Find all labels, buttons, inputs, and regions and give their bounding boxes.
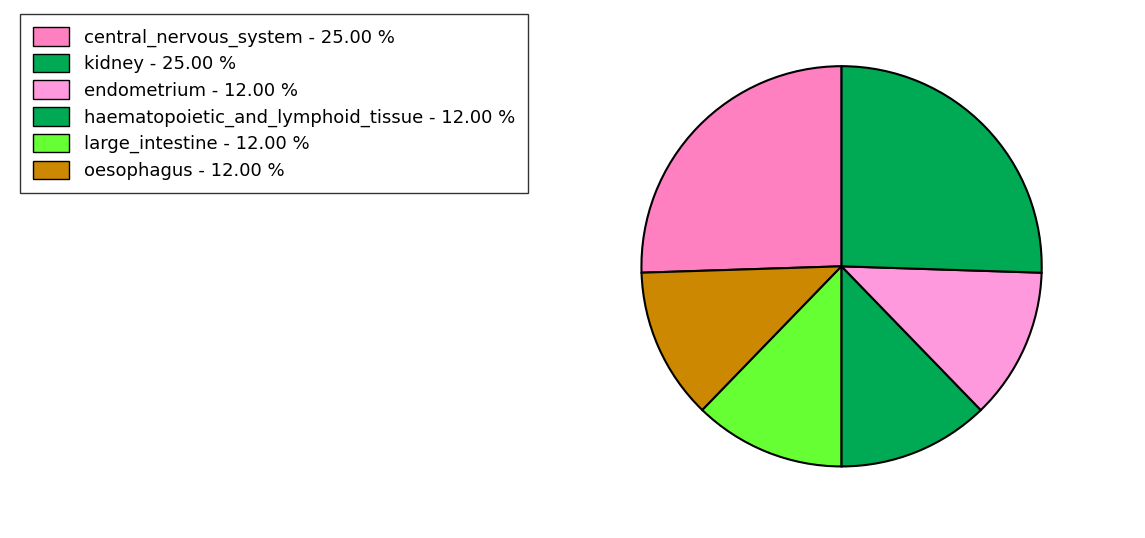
- Wedge shape: [842, 266, 1042, 410]
- Wedge shape: [842, 266, 981, 466]
- Wedge shape: [842, 66, 1042, 273]
- Wedge shape: [641, 66, 842, 273]
- Wedge shape: [641, 266, 842, 410]
- Wedge shape: [702, 266, 842, 466]
- Legend: central_nervous_system - 25.00 %, kidney - 25.00 %, endometrium - 12.00 %, haema: central_nervous_system - 25.00 %, kidney…: [21, 15, 528, 193]
